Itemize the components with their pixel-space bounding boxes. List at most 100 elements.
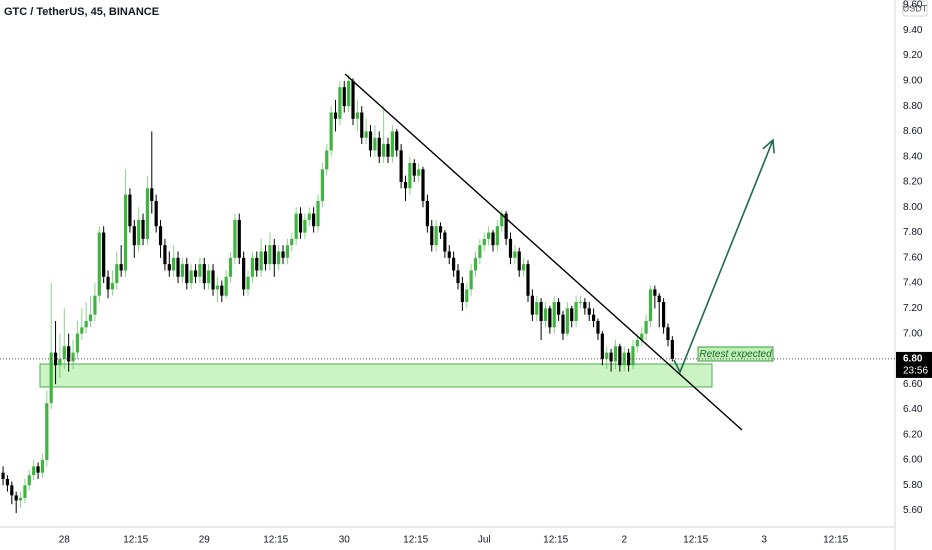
candles bbox=[1, 74, 674, 514]
candle-body bbox=[635, 339, 639, 347]
candle-body bbox=[163, 245, 167, 265]
candle-body bbox=[535, 302, 539, 315]
candle-body bbox=[36, 466, 40, 473]
x-tick-label: 30 bbox=[339, 535, 351, 546]
candle-body bbox=[513, 251, 517, 258]
candle-body bbox=[45, 403, 49, 461]
annotation-box bbox=[697, 346, 774, 362]
trend-line bbox=[344, 73, 743, 431]
candle-body bbox=[482, 238, 486, 246]
candle-body bbox=[198, 264, 202, 277]
projection-arrow bbox=[673, 139, 774, 374]
candle-body bbox=[75, 333, 80, 353]
x-tick-label: 12:15 bbox=[823, 535, 848, 546]
candle-body bbox=[290, 238, 294, 246]
y-tick-label: 7.80 bbox=[903, 227, 923, 238]
candle-body bbox=[351, 80, 355, 119]
candle-body bbox=[71, 352, 75, 362]
countdown: 23:56 bbox=[903, 366, 928, 377]
candle-body bbox=[382, 144, 386, 157]
candle-body bbox=[18, 497, 23, 501]
candle-body bbox=[259, 251, 263, 271]
candle-body bbox=[587, 308, 591, 315]
candle-body bbox=[648, 289, 653, 322]
candle-body bbox=[93, 295, 97, 315]
candle-body bbox=[456, 270, 460, 284]
y-tick-label: 7.00 bbox=[903, 328, 923, 339]
candle-body bbox=[412, 163, 416, 176]
last-price-label: 6.80 bbox=[903, 354, 923, 365]
candle-body bbox=[180, 264, 185, 277]
y-tick-label: 8.60 bbox=[903, 126, 923, 137]
y-tick-label: 8.40 bbox=[903, 151, 923, 162]
annotation: Retest expected bbox=[699, 349, 772, 360]
candle-body bbox=[552, 302, 556, 328]
y-tick-label: 6.20 bbox=[903, 429, 923, 440]
y-tick-label: 8.80 bbox=[903, 101, 923, 112]
candle-body bbox=[613, 346, 618, 362]
candle-body bbox=[368, 131, 373, 151]
candle-body bbox=[137, 219, 141, 246]
candle-body bbox=[430, 226, 434, 246]
candle-body bbox=[176, 257, 180, 277]
chart-title: GTC / TetherUS, 45, BINANCE bbox=[4, 6, 159, 18]
y-tick-label: 8.00 bbox=[903, 202, 923, 213]
candle-body bbox=[67, 346, 71, 362]
candle-body bbox=[119, 264, 123, 271]
candle-body bbox=[193, 270, 198, 277]
candle-body bbox=[307, 213, 311, 220]
overlay: Retest expected bbox=[344, 73, 775, 431]
candle-body bbox=[207, 270, 211, 284]
candle-body bbox=[403, 181, 408, 189]
candle-body bbox=[548, 308, 552, 328]
candle-body bbox=[316, 200, 320, 227]
candle-body bbox=[53, 352, 58, 366]
candle-body bbox=[115, 264, 119, 284]
candle-body bbox=[333, 112, 338, 119]
candle-body bbox=[150, 188, 154, 201]
candle-body bbox=[272, 245, 276, 265]
candle-body bbox=[10, 485, 14, 496]
candle-body bbox=[500, 213, 504, 227]
x-tick-label: 12:15 bbox=[683, 535, 708, 546]
candle-body bbox=[491, 232, 495, 246]
candle-body bbox=[211, 270, 215, 290]
candle-body bbox=[298, 213, 303, 233]
x-tick-label: 12:15 bbox=[123, 535, 148, 546]
candle-body bbox=[670, 339, 674, 359]
candle-body bbox=[417, 169, 421, 176]
candle-body bbox=[128, 194, 132, 227]
candle-body bbox=[325, 150, 329, 170]
candle-body bbox=[320, 169, 324, 201]
candle-body bbox=[465, 289, 469, 303]
candle-body bbox=[565, 308, 569, 334]
candle-body bbox=[373, 137, 377, 151]
arrow-head bbox=[762, 138, 775, 154]
y-tick-label: 9.00 bbox=[903, 76, 923, 87]
candle-body bbox=[364, 131, 368, 138]
x-tick-label: 12:15 bbox=[263, 535, 288, 546]
candle-body bbox=[570, 308, 574, 322]
candle-body bbox=[329, 112, 333, 151]
y-tick-label: 5.60 bbox=[903, 505, 923, 516]
candle-body bbox=[438, 226, 443, 233]
candle-body bbox=[281, 251, 285, 258]
candle-body bbox=[434, 226, 438, 246]
candle-body bbox=[224, 276, 228, 296]
x-tick-label: 28 bbox=[59, 535, 71, 546]
candle-body bbox=[58, 358, 62, 366]
candle-body bbox=[84, 321, 88, 328]
x-tick-label: 12:15 bbox=[543, 535, 568, 546]
candle-body bbox=[255, 257, 259, 271]
candle-body bbox=[408, 163, 412, 189]
y-tick-label: 7.60 bbox=[903, 252, 923, 263]
candle-body bbox=[158, 226, 163, 246]
candle-body bbox=[522, 264, 526, 271]
candle-body bbox=[23, 485, 27, 498]
candle-body bbox=[228, 257, 233, 277]
candle-body bbox=[399, 150, 403, 182]
candle-body bbox=[539, 302, 543, 322]
candle-body bbox=[578, 302, 583, 304]
